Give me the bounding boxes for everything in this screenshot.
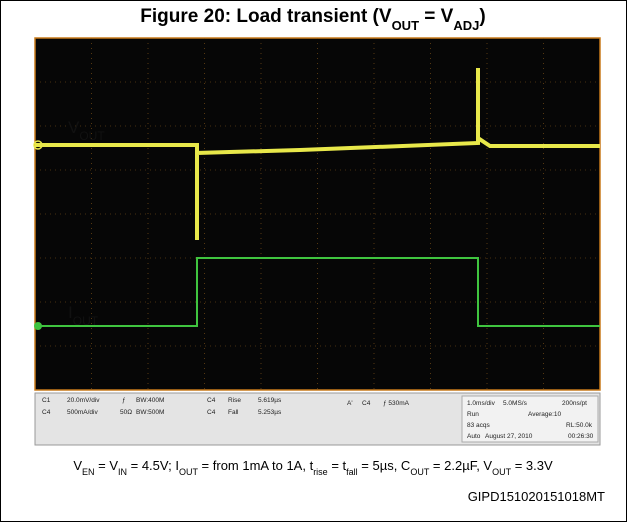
status-text: BW:500M: [136, 409, 164, 416]
status-text: A': [347, 400, 353, 407]
subscript: OUT: [179, 467, 199, 477]
figure-code: GIPD151020151018MT: [468, 489, 605, 504]
status-text: Average:10: [528, 411, 562, 418]
status-text: 00:26:30: [568, 433, 594, 440]
status-text: C1: [42, 397, 51, 404]
status-text: Run: [467, 411, 479, 418]
status-text: ƒ 530mA: [383, 400, 410, 407]
status-text: C4: [207, 397, 216, 404]
status-text: Fall: [228, 409, 239, 416]
subscript: ADJ: [453, 18, 479, 33]
status-text: C4: [362, 400, 371, 407]
status-text: 50Ω: [120, 409, 132, 416]
status-text: ƒ: [122, 397, 126, 404]
subscript: OUT: [410, 467, 430, 477]
status-text: 500mA/div: [67, 409, 98, 416]
status-text: 5.619µs: [258, 397, 282, 404]
status-text: Rise: [228, 397, 241, 404]
status-text: Auto: [467, 433, 481, 440]
page: Figure 20: Load transient (VOUT = VADJ) …: [0, 0, 627, 522]
text-part: = 4.5V; I: [127, 458, 179, 473]
text-part: = 5µs, C: [358, 458, 411, 473]
status-text: 83 acqs: [467, 422, 491, 429]
text-part: = V: [419, 6, 454, 27]
status-text: 200ns/pt: [562, 400, 587, 407]
text-part: = V: [95, 458, 119, 473]
text-part: V: [73, 458, 82, 473]
status-text: C4: [207, 409, 216, 416]
text-part: = from 1mA to 1A, t: [198, 458, 314, 473]
text-part: Figure 20: Load transient (V: [140, 6, 392, 27]
subscript: IN: [118, 467, 127, 477]
text-part: ): [479, 6, 485, 27]
status-text: 20.0mV/div: [67, 397, 100, 404]
text-part: = 3.3V: [511, 458, 553, 473]
status-text: RL:50.0k: [566, 422, 593, 429]
status-text: August 27, 2010: [485, 433, 533, 440]
status-text: 5.253µs: [258, 409, 282, 416]
text-part: = t: [328, 458, 347, 473]
subscript: OUT: [492, 467, 512, 477]
ch4-marker: [34, 322, 42, 330]
subscript: OUT: [73, 314, 99, 328]
status-text: BW:400M: [136, 397, 164, 404]
status-text: 5.0MS/s: [503, 400, 528, 407]
text-part: = 2.2µF, V: [429, 458, 492, 473]
subscript: fall: [346, 467, 358, 477]
subscript: OUT: [392, 18, 420, 33]
subscript: rise: [313, 467, 328, 477]
status-text: 1.0ms/div: [467, 400, 496, 407]
subscript: EN: [82, 467, 95, 477]
status-text: C4: [42, 409, 51, 416]
